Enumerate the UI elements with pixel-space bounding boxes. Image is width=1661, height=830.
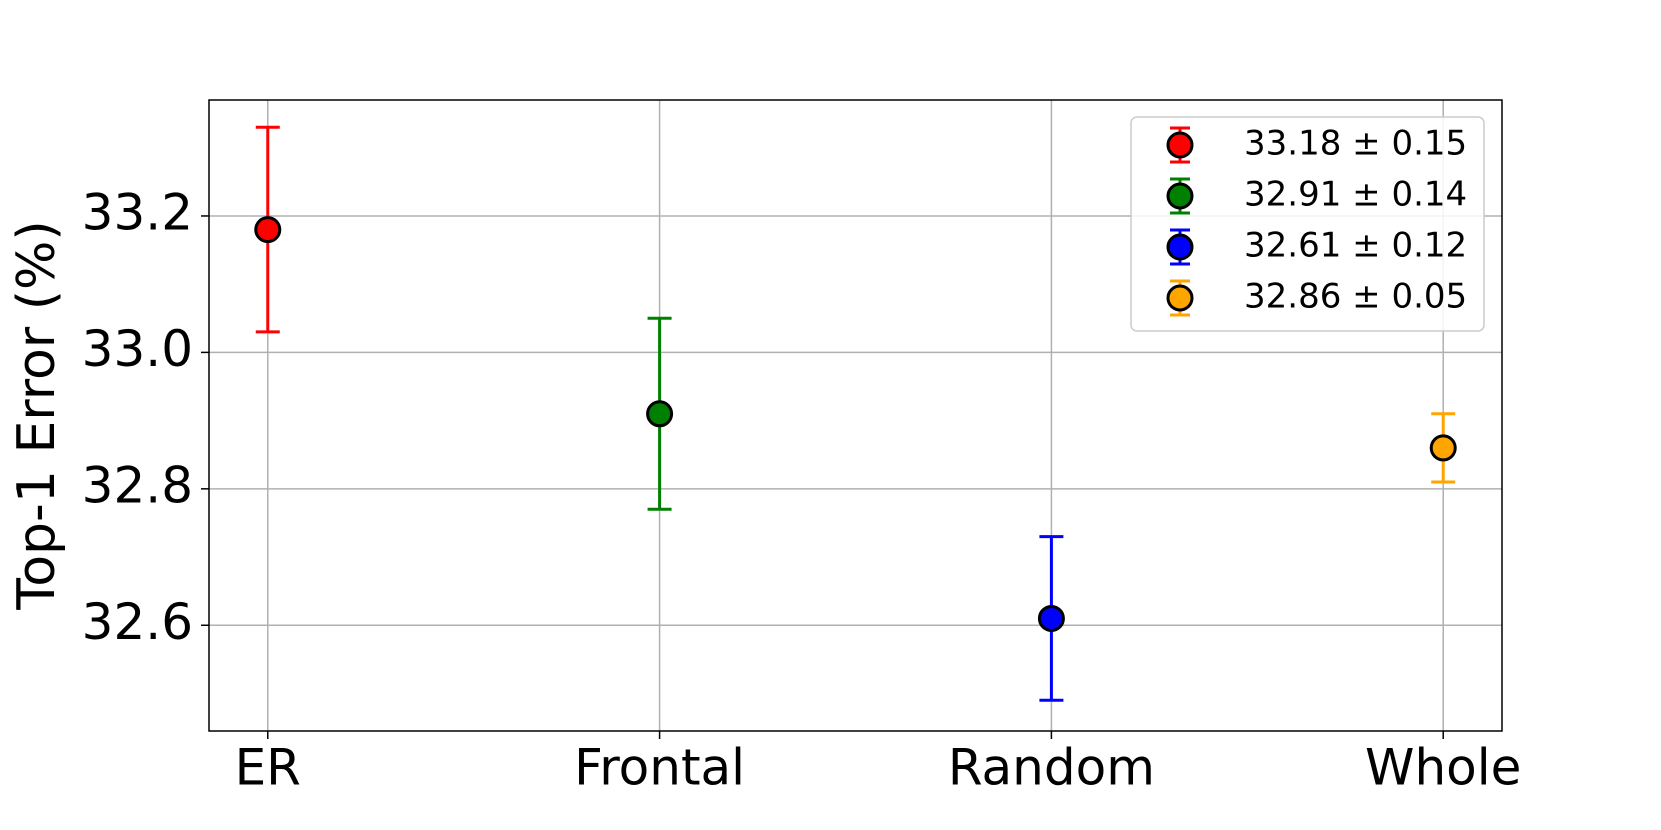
x-tick-label: Frontal [574, 739, 745, 797]
legend-label: 32.61 ± 0.12 [1244, 226, 1467, 266]
legend-marker [1166, 131, 1194, 159]
y-tick-label: 32.6 [82, 593, 193, 651]
x-tick-label: Whole [1365, 739, 1521, 797]
legend-box [1130, 116, 1485, 332]
legend-marker [1166, 233, 1194, 261]
y-tick-label: 33.2 [82, 183, 193, 241]
x-tick-label: Random [948, 739, 1155, 797]
legend-marker [1166, 182, 1194, 210]
legend-marker [1166, 284, 1194, 312]
point [1037, 604, 1065, 632]
legend-label: 33.18 ± 0.15 [1244, 124, 1467, 164]
plot-frame [208, 99, 1503, 732]
point [254, 216, 282, 244]
y-tick-label: 32.8 [82, 456, 193, 514]
point [1429, 434, 1457, 462]
point [646, 400, 674, 428]
x-tick-label: ER [235, 739, 301, 797]
y-tick-label: 33.0 [82, 320, 193, 378]
y-axis-label: Top-1 Error (%) [7, 220, 67, 610]
legend-label: 32.91 ± 0.14 [1244, 175, 1467, 215]
legend-label: 32.86 ± 0.05 [1244, 277, 1467, 317]
